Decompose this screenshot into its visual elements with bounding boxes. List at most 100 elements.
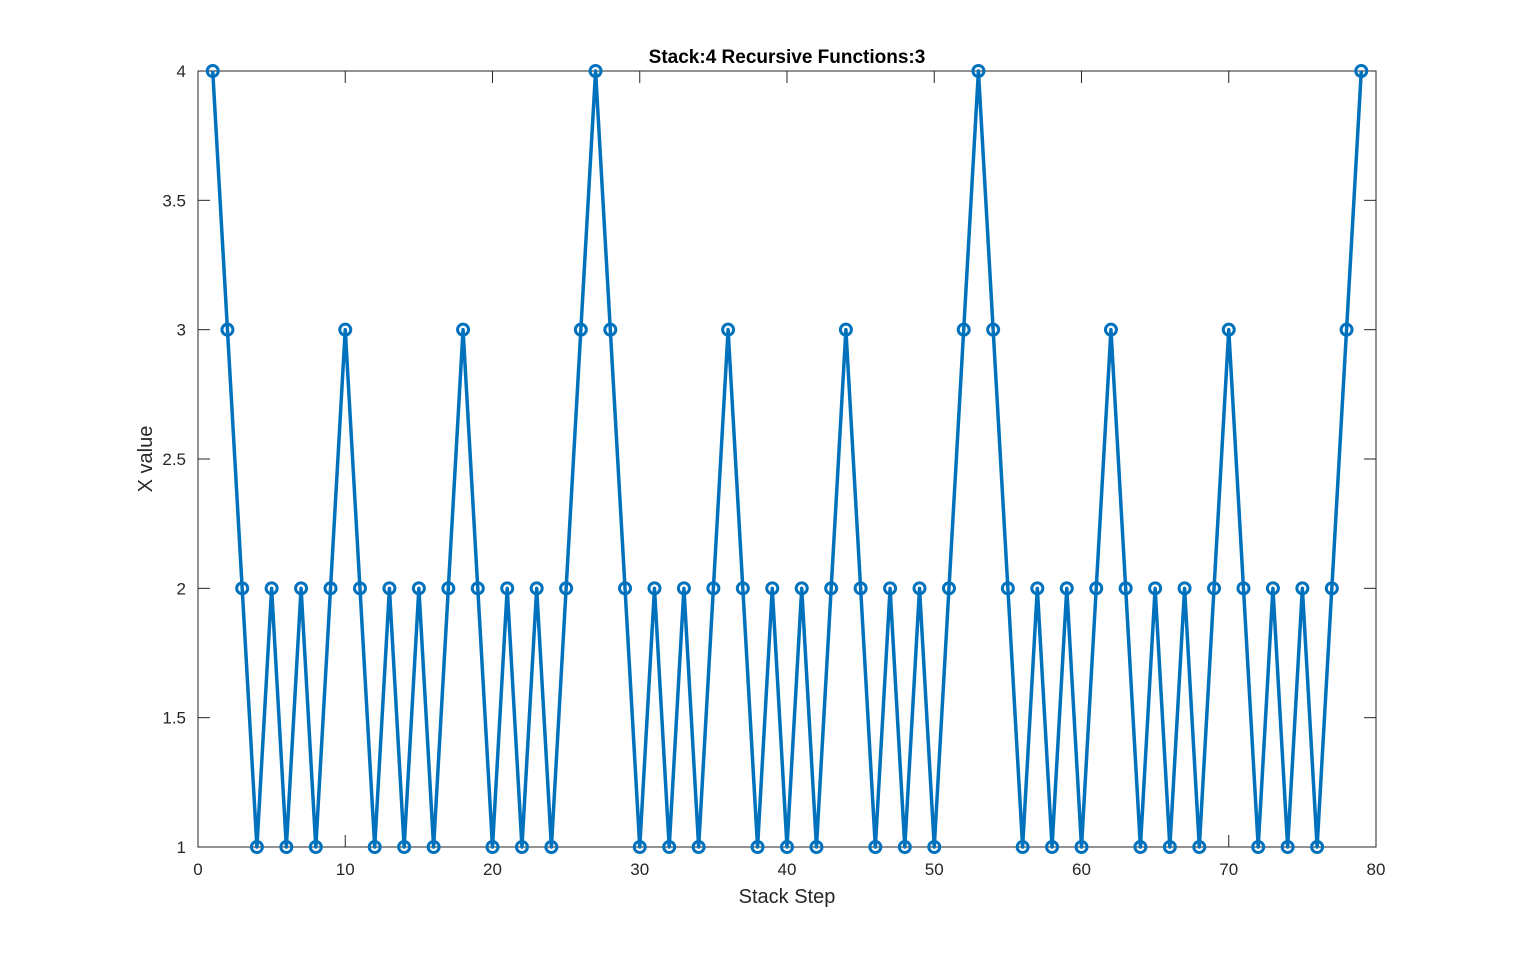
data-point: [1354, 64, 1369, 78]
data-point: [706, 581, 721, 596]
chart-title: Stack:4 Recursive Functions:3: [649, 47, 926, 68]
data-point: [441, 581, 456, 596]
data-point: [1221, 322, 1236, 337]
data-point: [573, 322, 588, 337]
x-tick-label: 0: [193, 860, 202, 879]
data-point: [1059, 581, 1074, 596]
data-point: [294, 581, 309, 596]
series-line: [210, 69, 1364, 849]
data-point: [205, 64, 220, 78]
data-point: [1265, 581, 1280, 596]
data-point: [1015, 840, 1030, 854]
data-point: [279, 840, 294, 854]
axes: [197, 70, 1377, 848]
data-point: [382, 581, 397, 596]
data-point: [927, 840, 942, 854]
series-layer: [210, 69, 1364, 849]
data-point: [780, 840, 794, 854]
y-tick-label: 3.5: [162, 191, 186, 210]
data-point: [1280, 840, 1295, 854]
data-point: [897, 840, 912, 854]
data-point: [397, 840, 412, 854]
data-point: [529, 581, 544, 596]
ticks: 0 10 20 30 40 50 60 70 80 1 1.5 2 2.5 3 3.5 4: [162, 62, 1385, 879]
data-point: [1045, 840, 1060, 854]
data-point: [1324, 581, 1339, 596]
data-point: [1030, 581, 1045, 596]
data-point: [352, 581, 367, 596]
y-tick-label: 1: [177, 838, 186, 857]
data-point: [308, 840, 323, 854]
data-point: [559, 581, 574, 596]
data-point: [1251, 840, 1266, 854]
data-point: [1148, 581, 1163, 596]
data-point: [456, 322, 471, 337]
data-point: [765, 581, 780, 596]
data-point: [485, 840, 500, 854]
x-axis-label: Stack Step: [739, 886, 836, 908]
data-point: [912, 581, 927, 596]
x-tick-label: 30: [630, 860, 649, 879]
data-point: [603, 322, 618, 337]
data-point: [618, 581, 633, 596]
data-point: [735, 581, 750, 596]
data-point: [721, 322, 736, 337]
data-point: [868, 840, 883, 854]
data-point: [1089, 581, 1104, 596]
data-point: [1162, 840, 1177, 854]
data-point: [824, 581, 839, 596]
y-tick-label: 2.5: [162, 450, 186, 469]
data-point: [235, 581, 250, 596]
data-point: [514, 840, 529, 854]
data-point: [544, 840, 559, 854]
data-point: [249, 840, 264, 854]
y-tick-label: 2: [177, 579, 186, 598]
data-point: [367, 840, 382, 854]
data-point: [220, 322, 235, 337]
y-tick-label: 4: [177, 62, 186, 81]
x-tick-label: 20: [483, 860, 502, 879]
x-tick-label: 40: [778, 860, 797, 879]
markers-layer: [205, 64, 1369, 854]
data-point: [411, 581, 426, 596]
data-point: [1192, 840, 1207, 854]
data-point: [647, 581, 662, 596]
data-point: [1118, 581, 1133, 596]
data-point: [632, 840, 647, 854]
plot-area-frame: [197, 70, 1377, 848]
data-point: [1236, 581, 1251, 596]
data-point: [1133, 840, 1148, 854]
data-point: [1177, 581, 1192, 596]
x-tick-label: 10: [336, 860, 355, 879]
data-point: [1103, 322, 1118, 337]
data-point: [956, 322, 971, 337]
data-point: [588, 64, 603, 78]
data-point: [1310, 840, 1325, 854]
data-point: [986, 322, 1001, 337]
data-point: [264, 581, 279, 596]
data-point: [470, 581, 485, 596]
y-axis-label: X value: [135, 426, 157, 493]
data-point: [426, 840, 441, 854]
data-point: [691, 840, 706, 854]
data-point: [794, 581, 809, 596]
x-tick-label: 60: [1072, 860, 1091, 879]
data-point: [1339, 322, 1354, 337]
data-point: [750, 840, 765, 854]
x-tick-label: 80: [1367, 860, 1386, 879]
data-point: [883, 581, 898, 596]
x-tick-label: 50: [925, 860, 944, 879]
data-point: [838, 322, 853, 337]
data-point: [971, 64, 986, 78]
data-point: [1000, 581, 1015, 596]
data-point: [323, 581, 338, 596]
data-point: [662, 840, 677, 854]
data-point: [1074, 840, 1089, 854]
data-point: [853, 581, 868, 596]
data-point: [338, 322, 353, 337]
x-tick-label: 70: [1219, 860, 1238, 879]
data-point: [941, 581, 956, 596]
data-point: [1207, 581, 1222, 596]
data-point: [676, 581, 691, 596]
